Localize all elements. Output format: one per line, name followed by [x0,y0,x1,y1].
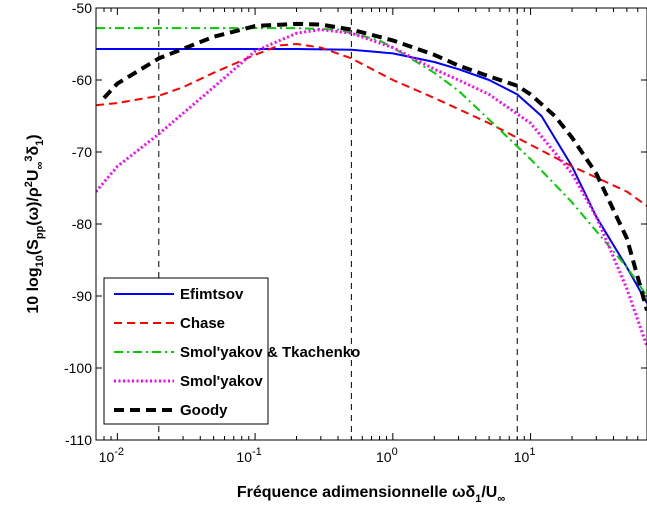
y-tick-label: -90 [72,288,92,304]
y-tick-label: -80 [72,216,92,232]
legend-box [103,277,269,425]
series-lines [96,21,647,347]
legend-label-goody: Goody [180,402,228,419]
series-line-chase [96,43,647,207]
x-tick-label: 101 [514,446,536,465]
series-line-smol-yakov-tkachenko [96,27,647,297]
legend: Efimtsov Chase Smol'yakov & Tkachenko Smol'… [103,277,360,425]
x-tick-label: 100 [376,446,398,465]
y-tick-label: -70 [72,144,92,160]
x-tick-label: 10-1 [236,446,261,465]
x-axis-label: Fréquence adimensionnelle ωδ1/U∞ [237,484,506,505]
y-tick-label: -50 [72,0,92,16]
legend-label-chase: Chase [180,315,225,332]
legend-label-efimtsov: Efimtsov [180,286,244,303]
series-line-goody [102,21,647,311]
series-line-efimtsov [96,48,647,304]
reference-lines [158,8,518,440]
x-tick-label: 10-2 [99,446,124,465]
legend-label-smol-yakov-tkachenko: Smol'yakov & Tkachenko [180,344,360,361]
y-tick-label: -110 [65,432,92,448]
y-tick-label: -60 [72,72,92,88]
series-line-smol-yakov [96,28,647,347]
y-axis-label: 10 log10(Spp(ω)/ρ2U∞3δ1) [23,134,46,313]
legend-label-smol-yakov: Smol'yakov [180,373,263,390]
axes: -50 -60 -70 -80 -90 -100 -110 10-2 10-1 100 101 [64,0,647,465]
y-tick-label: -100 [64,360,92,376]
